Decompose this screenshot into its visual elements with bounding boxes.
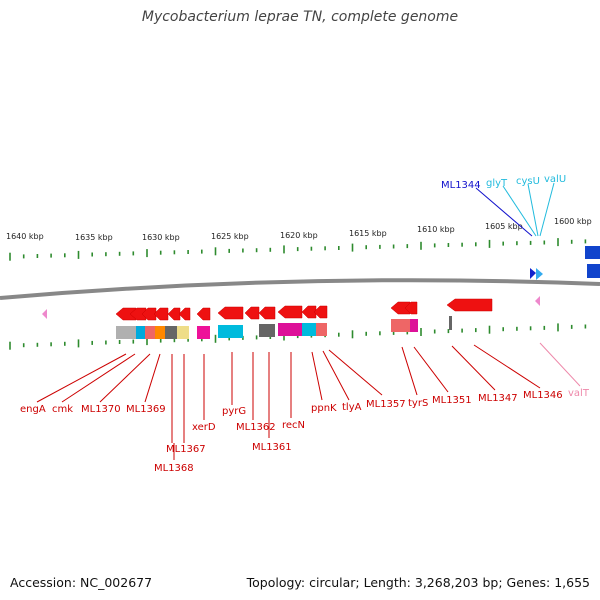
forward-strand-features <box>530 246 600 280</box>
gene-label-engA[interactable]: engA <box>20 404 46 415</box>
cog-blocks <box>116 316 452 339</box>
cog-block <box>410 319 418 332</box>
gene-arrow[interactable] <box>446 298 493 312</box>
gene-label-ML1351[interactable]: ML1351 <box>432 395 472 406</box>
trna-feature[interactable] <box>42 309 47 319</box>
cog-block <box>278 323 302 336</box>
top-leader-lines <box>475 182 555 237</box>
ruler-label: 1640 kbp <box>6 232 44 241</box>
gene-arrow[interactable] <box>196 307 211 321</box>
gene-label-cmk[interactable]: cmk <box>52 404 73 415</box>
ruler-label: 1615 kbp <box>349 229 387 238</box>
cog-block <box>165 326 177 339</box>
ruler-labels: 1640 kbp 1635 kbp 1630 kbp 1625 kbp 1620… <box>6 217 592 242</box>
cog-block <box>136 326 145 339</box>
ruler-label: 1600 kbp <box>554 217 592 226</box>
gene-label-ppnK[interactable]: ppnK <box>311 403 337 414</box>
trna-feature[interactable] <box>536 268 543 280</box>
gene-label-glyT[interactable]: glyT <box>486 178 508 189</box>
accession-label: Accession: NC_002677 <box>10 575 153 590</box>
gene-label-pyrG[interactable]: pyrG <box>222 406 246 417</box>
bottom-leader-lines <box>36 344 541 460</box>
reverse-strand-genes <box>115 298 493 321</box>
cog-block <box>145 326 155 339</box>
gene-label-ML1370[interactable]: ML1370 <box>81 404 121 415</box>
gene-label-ML1344[interactable]: ML1344 <box>441 180 481 191</box>
ruler-label: 1635 kbp <box>75 233 113 242</box>
gene-label-valU[interactable]: valU <box>544 174 566 185</box>
gene-label-ML1369[interactable]: ML1369 <box>126 404 166 415</box>
ruler-label: 1605 kbp <box>485 222 523 231</box>
cog-block <box>197 326 210 339</box>
genome-title: Mycobacterium leprae TN, complete genome <box>141 9 459 25</box>
ruler-ticks-bottom <box>9 323 587 350</box>
gene-label-ML1368[interactable]: ML1368 <box>154 463 194 474</box>
trna-feature[interactable] <box>530 268 536 279</box>
ruler-label: 1625 kbp <box>211 232 249 241</box>
cog-block <box>155 326 165 339</box>
gene-label-ML1346[interactable]: ML1346 <box>523 390 563 401</box>
cog-block <box>218 325 243 338</box>
gene-label-valT[interactable]: valT <box>568 388 590 399</box>
genome-stats-label: Topology: circular; Length: 3,268,203 bp… <box>246 575 590 590</box>
ruler-ticks-top <box>9 238 587 261</box>
valT-leader-line <box>539 342 581 387</box>
cog-block <box>259 324 275 337</box>
gene-label-ML1357[interactable]: ML1357 <box>366 399 406 410</box>
gene-arrow[interactable] <box>258 306 276 320</box>
gene-label-tyrS[interactable]: tyrS <box>408 398 428 409</box>
gene-feature[interactable] <box>585 246 600 259</box>
gene-label-ML1361[interactable]: ML1361 <box>252 442 292 453</box>
gene-label-cysU[interactable]: cysU <box>516 176 540 187</box>
ruler-label: 1620 kbp <box>280 231 318 240</box>
gene-arrow[interactable] <box>313 305 328 319</box>
gene-label-ML1367[interactable]: ML1367 <box>166 444 206 455</box>
bottom-gene-labels: engA cmk ML1370 ML1369 ML1367 ML1368 xer… <box>20 388 590 474</box>
gene-arrow[interactable] <box>217 306 244 320</box>
gene-label-ML1362[interactable]: ML1362 <box>236 422 276 433</box>
gene-arrow[interactable] <box>244 306 260 320</box>
ruler-label: 1630 kbp <box>142 233 180 242</box>
gene-label-xerD[interactable]: xerD <box>192 422 216 433</box>
cog-block <box>316 323 327 336</box>
gene-label-recN[interactable]: recN <box>282 420 305 431</box>
cog-block <box>177 326 189 339</box>
gene-label-tlyA[interactable]: tlyA <box>342 402 362 413</box>
trna-feature[interactable] <box>535 296 540 306</box>
gene-arrow[interactable] <box>404 301 418 315</box>
cog-block <box>391 319 410 332</box>
gene-arrow[interactable] <box>167 307 181 321</box>
genome-backbone <box>0 278 600 300</box>
gene-feature[interactable] <box>587 264 600 278</box>
gene-arrow[interactable] <box>178 307 191 321</box>
gene-label-ML1347[interactable]: ML1347 <box>478 393 518 404</box>
gene-arrow[interactable] <box>277 305 303 319</box>
top-gene-labels: ML1344 glyT cysU valU <box>441 174 566 191</box>
ruler-label: 1610 kbp <box>417 225 455 234</box>
cog-block <box>116 326 136 339</box>
cog-block <box>302 323 316 336</box>
cog-block <box>449 316 452 330</box>
